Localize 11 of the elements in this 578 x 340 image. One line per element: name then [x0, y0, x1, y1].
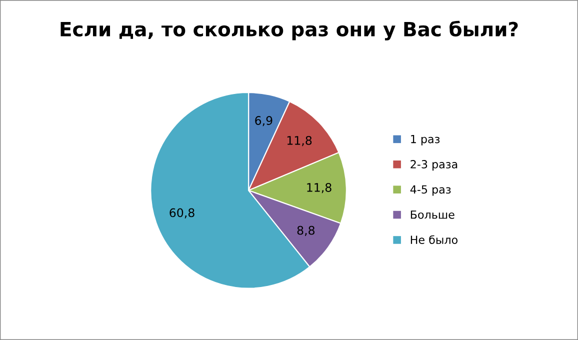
- data-label: 8,8: [297, 226, 315, 236]
- data-label: 60,8: [170, 208, 194, 218]
- legend-label: Больше: [410, 210, 454, 219]
- legend-label: 1 раз: [411, 134, 440, 146]
- chart-title: Если да, то сколько раз они у Вас были?: [60, 20, 518, 40]
- legend-label: 2-3 раза: [410, 160, 458, 171]
- legend-label: Не было: [410, 235, 458, 244]
- legend-label: 4-5 раз: [410, 185, 451, 196]
- data-label: 11,8: [307, 183, 332, 194]
- data-label: 11,8: [287, 136, 312, 146]
- data-label: 6,9: [255, 116, 272, 126]
